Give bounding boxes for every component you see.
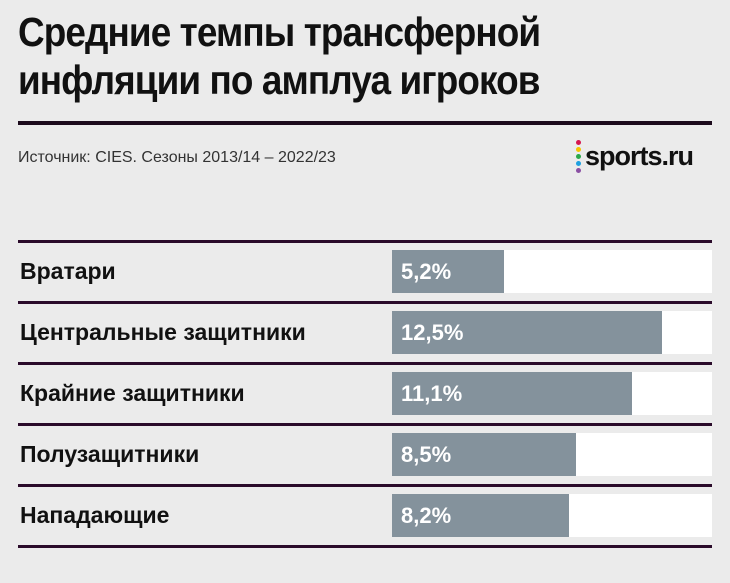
value-label: 8,2%: [401, 503, 452, 528]
bar-track: 8,2%: [392, 494, 712, 537]
value-label: 5,2%: [401, 259, 452, 284]
row-separator: [18, 362, 712, 365]
bar: [392, 494, 570, 537]
row-separator: [18, 240, 712, 243]
bar: [392, 433, 576, 476]
value-label: 8,5%: [401, 442, 452, 467]
bar-track: 12,5%: [392, 311, 712, 354]
row-separator: [18, 423, 712, 426]
logo-dots-icon: [576, 140, 581, 173]
category-label: Крайние защитники: [20, 380, 245, 406]
chart-title: Средние темпы трансферной инфляции по ам…: [18, 9, 541, 103]
value-label: 11,1%: [401, 381, 463, 406]
logo-dot: [576, 147, 581, 152]
bar-track: 11,1%: [392, 372, 712, 415]
logo-dot: [576, 140, 581, 145]
category-label: Полузащитники: [20, 441, 200, 467]
row-separator: [18, 545, 712, 548]
row-separator: [18, 301, 712, 304]
logo-dot: [576, 154, 581, 159]
value-label: 12,5%: [401, 320, 464, 345]
bar: [392, 250, 505, 293]
logo-dot: [576, 161, 581, 166]
logo-text: sports.ru: [585, 141, 694, 171]
row-separator: [18, 484, 712, 487]
title-rule: [18, 121, 712, 125]
category-label: Центральные защитники: [20, 319, 306, 345]
bar-track: 5,2%: [392, 250, 712, 293]
chart-subtitle: Источник: CIES. Сезоны 2013/14 – 2022/23: [18, 149, 336, 166]
category-label: Вратари: [20, 258, 116, 284]
sports-ru-logo: sports.ru: [576, 140, 694, 173]
bar: [392, 372, 632, 415]
logo-dot: [576, 168, 581, 173]
bar: [392, 311, 663, 354]
bar-track: 8,5%: [392, 433, 712, 476]
category-label: Нападающие: [20, 502, 170, 528]
